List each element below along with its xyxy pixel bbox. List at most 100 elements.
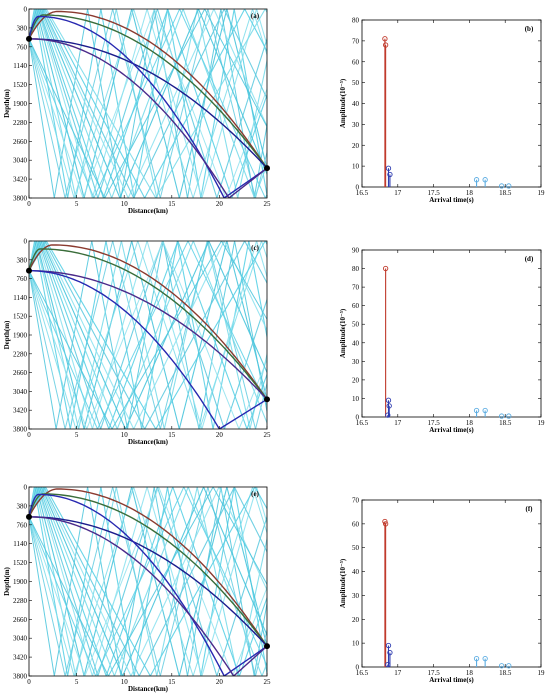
bounce-ray	[29, 241, 267, 429]
bounce-ray	[29, 241, 267, 429]
x-tick-label: 17.5	[427, 419, 440, 427]
stem-panel-d: 0 10 20 30 40 50 60 70 80 90 16.5 17 17.5 18 18.5 19 Arr…	[339, 247, 545, 435]
y-tick-label: 30	[352, 358, 360, 366]
y-tick-label: 3040	[13, 635, 28, 643]
bounce-ray	[29, 487, 267, 676]
stem-marker	[473, 177, 480, 183]
x-tick-label: 5	[75, 431, 79, 439]
y-tick-label: 30	[352, 592, 360, 600]
receiver-marker	[264, 643, 270, 650]
x-axis-label: Distance(km)	[128, 438, 169, 446]
main-ray	[29, 244, 267, 400]
x-tick-label: 5	[75, 678, 79, 686]
stem-panel-b: 0 10 20 30 40 50 60 70 80 16.5 17 17.5 18 18.5 19 Arriv…	[339, 17, 545, 205]
x-tick-label: 10	[121, 678, 129, 686]
y-tick-label: 380	[17, 502, 28, 510]
y-tick-label: 0	[24, 484, 28, 492]
main-ray	[29, 516, 267, 676]
x-tick-label: 15	[168, 431, 176, 439]
y-tick-label: 30	[352, 121, 360, 129]
x-tick-label: 18	[466, 189, 474, 197]
panel-label: (a)	[251, 12, 260, 20]
y-tick-label: 2660	[13, 138, 28, 146]
x-tick-label: 25	[264, 431, 272, 439]
y-tick-label: 3800	[13, 426, 28, 434]
main-ray	[29, 14, 267, 169]
main-ray	[29, 488, 267, 647]
y-tick-label: 80	[352, 265, 360, 273]
y-tick-label: 10	[352, 395, 360, 403]
plot-frame	[361, 249, 542, 418]
y-tick-label: 20	[352, 142, 360, 150]
bounce-ray	[29, 241, 267, 429]
y-tick-label: 2660	[13, 369, 28, 377]
x-tick-label: 18.5	[499, 669, 512, 677]
stem-marker	[506, 183, 512, 189]
bounce-ray	[29, 9, 267, 198]
stem-marker	[498, 413, 505, 419]
stem-marker	[482, 656, 488, 662]
bounce-ray	[29, 9, 267, 198]
x-tick-label: 18.5	[499, 419, 512, 427]
y-tick-label: 90	[352, 247, 360, 255]
bounce-ray	[29, 241, 267, 429]
main-ray	[29, 270, 267, 400]
y-tick-label: 70	[352, 497, 360, 505]
x-tick-label: 0	[27, 431, 31, 439]
y-tick-label: 0	[24, 6, 28, 14]
y-tick-label: 380	[17, 24, 28, 32]
bounce-ray	[29, 9, 267, 198]
y-tick-label: 1900	[13, 100, 28, 108]
y-tick-label: 60	[352, 58, 360, 66]
y-tick-label: 1520	[13, 559, 28, 567]
x-axis-label: Arrival time(s)	[429, 426, 474, 434]
x-tick-label: 15	[168, 200, 176, 208]
y-axis-label: Amplitude(10⁻⁵)	[339, 308, 347, 358]
x-tick-label: 5	[75, 200, 79, 208]
y-tick-label: 10	[352, 163, 360, 171]
y-tick-label: 1140	[13, 294, 27, 302]
ray-plot-area	[29, 241, 267, 429]
panel-label: (b)	[525, 25, 534, 33]
stem-marker	[482, 177, 488, 183]
source-marker	[26, 35, 32, 42]
panel-label: (e)	[251, 490, 259, 498]
y-tick-label: 50	[352, 544, 360, 552]
y-tick-label: 1520	[13, 313, 28, 321]
stem-marker	[382, 518, 388, 525]
y-tick-label: 3420	[13, 654, 28, 662]
stem-marker	[385, 412, 391, 418]
y-tick-label: 2660	[13, 616, 28, 624]
y-tick-label: 60	[352, 520, 360, 528]
x-tick-label: 18	[466, 669, 474, 677]
x-tick-label: 10	[121, 200, 129, 208]
bounce-ray	[29, 487, 267, 676]
x-tick-label: 16.5	[356, 669, 369, 677]
y-tick-label: 1900	[13, 332, 28, 340]
x-tick-label: 0	[27, 678, 31, 686]
bounce-ray	[29, 9, 267, 198]
y-tick-label: 3040	[13, 388, 28, 396]
plot-frame	[361, 19, 542, 188]
stem-marker	[473, 656, 480, 662]
stem-marker	[506, 413, 512, 419]
x-tick-label: 10	[121, 431, 129, 439]
y-tick-label: 20	[352, 616, 360, 624]
plot-frame	[361, 499, 542, 668]
x-tick-label: 19	[538, 669, 546, 677]
x-tick-label: 17	[394, 189, 402, 197]
bounce-ray	[29, 241, 267, 429]
stem-marker	[382, 521, 389, 527]
main-ray	[29, 38, 267, 169]
y-tick-label: 60	[352, 302, 360, 310]
stem-marker	[382, 36, 388, 42]
ray-panel-a: 0380760114015201900228026603040342038000…	[3, 6, 271, 216]
bounce-ray	[29, 241, 267, 429]
stem-marker	[506, 663, 512, 669]
x-tick-label: 19	[538, 189, 546, 197]
y-axis-label: Amplitude(10⁻⁵)	[339, 78, 347, 128]
x-tick-label: 20	[216, 431, 224, 439]
panel-label: (f)	[526, 505, 534, 513]
y-axis-label: Amplitude(10⁻⁵)	[339, 558, 347, 608]
